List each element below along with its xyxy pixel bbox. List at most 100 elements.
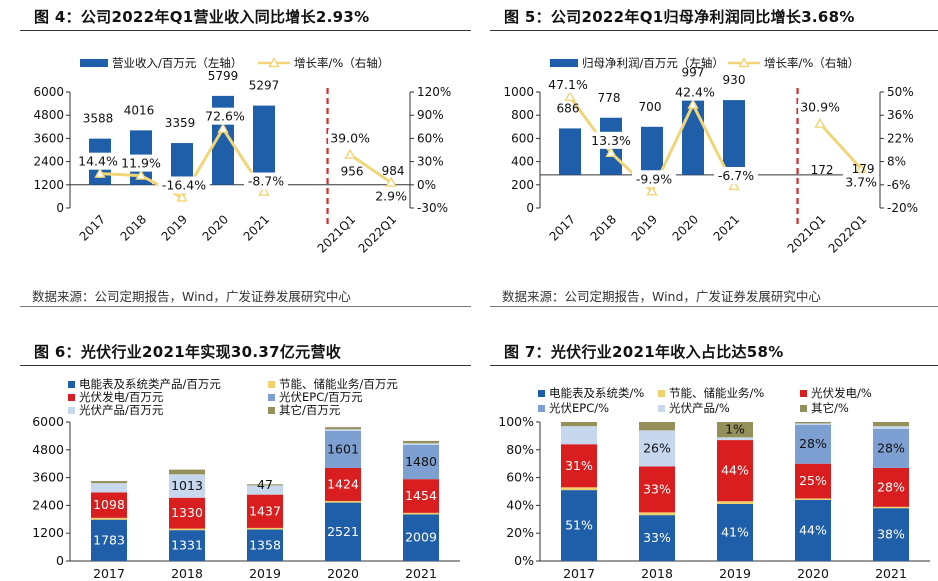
category-label: 2019 [629, 212, 660, 243]
segment-2018 [639, 512, 675, 516]
segment-2019 [247, 494, 283, 528]
segment-2020 [795, 499, 831, 561]
category-label: 2022Q1 [356, 212, 400, 256]
category-label: 2021Q1 [315, 212, 359, 256]
growth-label: 39.0% [330, 131, 370, 146]
right-tick-label: 8% [887, 155, 906, 169]
category-label: 2021 [875, 566, 907, 581]
segment-label: 31% [565, 458, 593, 473]
segment-2017 [561, 444, 597, 488]
segment-2018 [169, 528, 205, 531]
segment-label: 33% [643, 481, 671, 496]
profit-growth-chart: 归母净利润/百万元（左轴） 增长率/%（右轴） 0 200 400 600 800 1000 -… [503, 56, 918, 256]
segment-share-stacked-chart: 电能表及系统类/% 节能、储能业务/% 光伏发电/% 光伏EPC/% 光伏产品/% 其它/… [498, 386, 930, 581]
category-label: 2021 [711, 212, 742, 243]
left-tick-label: 6000 [33, 85, 64, 99]
growth-marker-2019 [646, 185, 658, 196]
title-rule [490, 365, 938, 366]
legend-label: 电能表及系统类产品/百万元 [79, 377, 221, 391]
legend-line-marker [268, 57, 280, 68]
bar-value-label: 700 [639, 100, 662, 114]
bar-value-label: 172 [811, 163, 834, 177]
segment-2021 [873, 426, 909, 429]
title-rule [20, 30, 471, 31]
y-tick-label: 2400 [32, 497, 64, 512]
right-tick-label: 0% [417, 178, 436, 192]
legend-swatch [658, 390, 665, 397]
segment-2017 [91, 481, 127, 484]
title-rule [490, 30, 938, 31]
category-label: 2020 [200, 212, 231, 243]
source-rule [20, 306, 471, 307]
segment-2018 [169, 474, 205, 498]
right-tick-label: 22% [887, 131, 914, 145]
category-label: 2017 [547, 212, 578, 243]
segment-2018 [169, 530, 205, 561]
revenue-growth-chart: 营业收入/百万元（左轴） 增长率/%（右轴） 0 1200 2400 3600 4800 60… [33, 56, 451, 256]
left-tick-label: 400 [511, 155, 534, 169]
segment-2019 [717, 501, 753, 505]
segment-label: 1783 [93, 532, 125, 547]
bar-2019 [641, 126, 663, 175]
figure-4-source: 数据来源：公司定期报告，Wind，广发证券发展研究中心 [32, 289, 351, 304]
growth-line-quarter [818, 122, 863, 170]
figure-4-revenue-panel: 图 4：公司2022年Q1营业收入同比增长2.93% 营业收入/百万元（左轴） 增… [20, 2, 471, 307]
growth-marker-2022Q1 [855, 162, 867, 173]
growth-marker-2022Q1 [385, 176, 397, 187]
growth-label: 14.4% [78, 154, 118, 169]
growth-label-box [714, 166, 758, 184]
left-tick-label: 0 [56, 201, 64, 215]
bar-value-label: 3359 [165, 116, 196, 130]
category-label: 2020 [670, 212, 701, 243]
segment-2020 [325, 430, 361, 468]
segment-label: 51% [565, 518, 593, 533]
segment-2018 [169, 497, 205, 529]
legend-bar-label: 营业收入/百万元（左轴） [112, 56, 242, 70]
category-label: 2018 [118, 212, 149, 243]
legend-label: 节能、储能业务/百万元 [279, 377, 398, 391]
segment-2020 [325, 429, 361, 431]
segment-2020 [795, 423, 831, 425]
y-tick-label: 80% [506, 442, 534, 457]
growth-label-box [328, 129, 373, 147]
figure-4-title: 图 4：公司2022年Q1营业收入同比增长2.93% [34, 8, 370, 26]
segment-2020 [325, 502, 361, 561]
segment-2020 [795, 463, 831, 499]
legend-label: 其它/百万元 [279, 403, 341, 417]
segment-2019 [717, 437, 753, 441]
growth-label-box [372, 187, 410, 205]
growth-label-box [589, 131, 633, 149]
category-label: 2021Q1 [785, 212, 829, 256]
bar-value-label: 179 [852, 162, 875, 176]
title-rule [20, 365, 471, 366]
segment-2021 [403, 440, 439, 444]
legend-swatch [538, 390, 545, 397]
category-label: 2018 [641, 566, 673, 581]
segment-2018 [169, 469, 205, 475]
segment-label: 1330 [171, 505, 203, 520]
growth-label-box [632, 170, 676, 188]
segment-label: 28% [877, 479, 905, 494]
segment-label: 1% [725, 422, 745, 437]
category-label: 2021 [241, 212, 272, 243]
growth-marker-2017 [564, 90, 576, 102]
bar-2021 [723, 100, 745, 175]
growth-label: 13.3% [591, 133, 631, 148]
figure-5-profit-panel: 图 5：公司2022年Q1归母净利润同比增长3.68% 归母净利润/百万元（左轴… [490, 2, 938, 307]
bar-value-label: 997 [682, 65, 705, 79]
legend-label: 光伏发电/百万元 [79, 390, 164, 404]
segment-2020 [325, 500, 361, 503]
segment-2018 [639, 430, 675, 467]
figure-5-source: 数据来源：公司定期报告，Wind，广发证券发展研究中心 [502, 289, 821, 304]
segment-2021 [873, 467, 909, 507]
y-tick-label: 60% [506, 470, 534, 485]
segment-label: 1437 [249, 503, 281, 518]
segment-label: 1331 [171, 538, 203, 553]
y-tick-label: 100% [498, 414, 534, 429]
legend-swatch [538, 405, 545, 412]
growth-label-box [842, 173, 880, 191]
growth-marker-2021 [728, 180, 740, 191]
y-tick-label: 20% [506, 525, 534, 540]
growth-label-box [546, 75, 590, 93]
